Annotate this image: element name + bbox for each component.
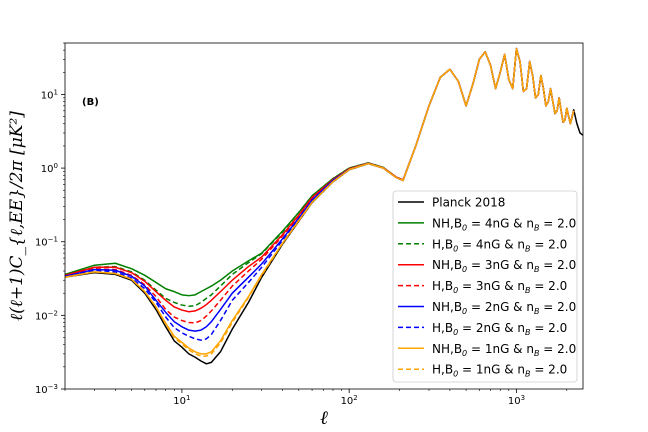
legend-entry: NH,B0 = 4nG & nB = 2.0 — [432, 216, 576, 232]
legend-entry: H,B0 = 2nG & nB = 2.0 — [432, 321, 567, 337]
y-axis-label: ℓ(ℓ+1)C_{ℓ,EE}/2π [μK²] — [7, 111, 27, 321]
x-axis-label: ℓ — [320, 407, 328, 429]
legend-entry: Planck 2018 — [432, 196, 505, 210]
plot-frame — [64, 42, 584, 390]
panel-label: (B) — [82, 97, 99, 108]
series-line-8 — [65, 47, 575, 357]
legend-entry: H,B0 = 1nG & nB = 2.0 — [432, 363, 567, 379]
legend-entry: H,B0 = 4nG & nB = 2.0 — [432, 237, 567, 253]
legend-box — [392, 190, 578, 383]
legend-entry: NH,B0 = 1nG & nB = 2.0 — [432, 342, 576, 358]
series-line-4 — [65, 47, 575, 324]
legend-entry: H,B0 = 3nG & nB = 2.0 — [432, 279, 567, 295]
legend: Planck 2018 NH,B0 = 4nG & nB = 2.0 H,B0 = … — [392, 190, 578, 383]
legend-entry: NH,B0 = 2nG & nB = 2.0 — [432, 300, 576, 316]
legend-entry: NH,B0 = 3nG & nB = 2.0 — [432, 258, 576, 274]
